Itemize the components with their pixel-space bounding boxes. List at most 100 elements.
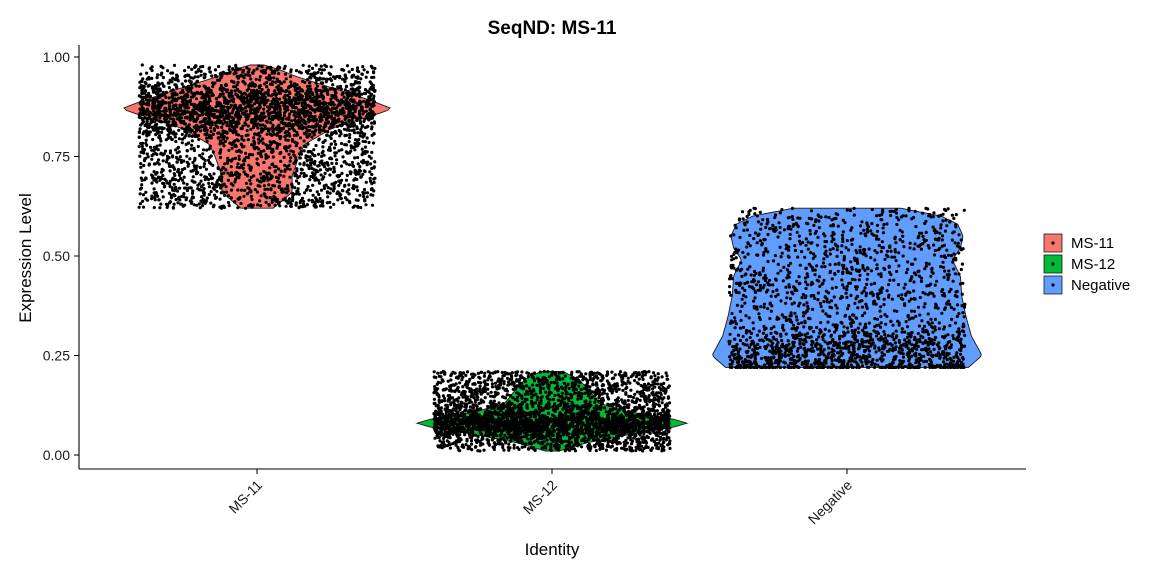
data-point	[542, 375, 546, 380]
data-point	[346, 89, 350, 94]
data-point	[229, 91, 234, 95]
data-point	[288, 112, 292, 116]
data-point	[139, 150, 143, 154]
data-point	[176, 201, 180, 205]
data-point	[199, 73, 203, 77]
data-point	[193, 134, 197, 139]
data-point	[371, 97, 375, 101]
data-point	[281, 198, 285, 202]
data-point	[253, 83, 258, 87]
chart-title: SeqND: MS-11	[488, 18, 617, 39]
data-point	[250, 153, 255, 157]
data-point	[262, 111, 266, 115]
data-point	[232, 128, 237, 132]
data-point	[268, 166, 272, 170]
data-point	[308, 178, 312, 182]
data-point	[163, 117, 167, 121]
data-point	[271, 110, 275, 114]
data-point	[305, 203, 309, 207]
data-point	[227, 68, 231, 72]
data-point	[203, 201, 207, 205]
data-point	[283, 145, 287, 149]
data-point	[252, 174, 256, 178]
data-point	[269, 67, 273, 71]
data-point	[172, 193, 176, 197]
data-point	[189, 76, 193, 80]
data-point	[539, 396, 543, 400]
data-point	[479, 432, 484, 436]
data-point	[182, 192, 186, 196]
data-point	[531, 405, 535, 409]
data-point	[268, 132, 272, 136]
data-point	[629, 388, 633, 392]
data-point	[255, 190, 259, 194]
data-point	[144, 112, 148, 116]
data-point	[245, 192, 249, 196]
data-point	[231, 125, 235, 129]
data-point	[279, 81, 283, 85]
data-point	[279, 169, 283, 173]
data-point	[267, 77, 271, 81]
data-point	[166, 81, 170, 85]
data-point	[156, 129, 160, 133]
data-point	[206, 88, 210, 92]
data-point	[469, 372, 474, 376]
data-point	[471, 375, 475, 379]
data-point	[244, 206, 248, 210]
data-point	[174, 198, 178, 202]
data-point	[197, 84, 201, 88]
data-point	[287, 85, 291, 89]
data-point	[267, 117, 271, 121]
data-point	[314, 170, 318, 174]
data-point	[271, 123, 275, 127]
data-point	[150, 194, 154, 198]
data-point	[160, 93, 164, 98]
data-point	[313, 201, 317, 205]
data-point	[210, 123, 214, 127]
data-point	[199, 173, 203, 177]
data-point	[227, 204, 231, 208]
data-point	[358, 119, 362, 123]
data-point	[192, 180, 196, 184]
data-point	[216, 103, 220, 107]
data-point	[152, 116, 156, 120]
data-point	[194, 169, 199, 174]
data-point	[330, 182, 334, 186]
data-point	[249, 189, 253, 193]
data-point	[330, 123, 334, 127]
data-point	[336, 198, 340, 202]
data-point	[283, 95, 287, 99]
data-point	[246, 124, 250, 128]
data-point	[319, 173, 323, 177]
data-point	[265, 146, 269, 150]
data-point	[139, 186, 143, 190]
data-point	[278, 204, 282, 208]
data-point	[283, 72, 287, 76]
data-point	[329, 133, 333, 137]
data-point	[266, 178, 270, 182]
data-point	[367, 118, 371, 122]
data-point	[294, 144, 298, 148]
data-point	[244, 96, 248, 100]
data-point	[171, 205, 175, 210]
data-point	[323, 123, 327, 127]
data-point	[211, 186, 215, 190]
data-point	[370, 166, 374, 170]
data-point	[348, 133, 352, 137]
data-point	[233, 156, 237, 160]
data-point	[352, 98, 356, 102]
data-point	[208, 70, 212, 74]
data-point	[174, 132, 178, 136]
data-point	[314, 87, 318, 91]
data-point	[286, 187, 290, 191]
data-point	[628, 448, 632, 452]
data-point	[532, 387, 536, 392]
data-point	[261, 141, 265, 145]
data-point	[343, 73, 347, 77]
data-point	[215, 75, 219, 79]
data-point	[207, 120, 211, 124]
data-point	[155, 161, 160, 165]
data-point	[566, 382, 570, 386]
data-point	[171, 117, 175, 121]
data-point	[313, 99, 317, 103]
